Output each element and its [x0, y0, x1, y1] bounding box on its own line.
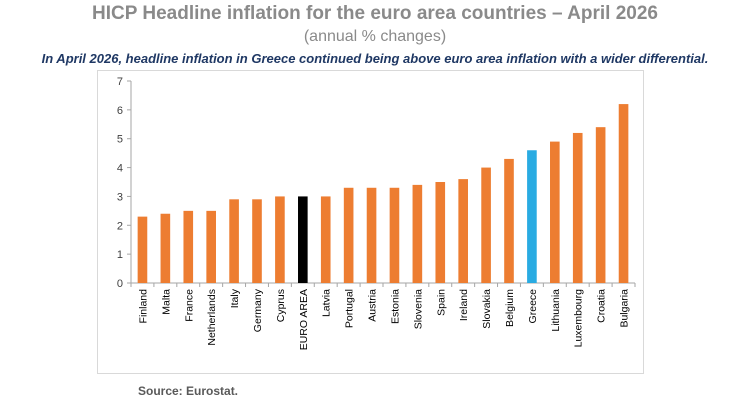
x-tick-label: Cyprus	[275, 289, 287, 322]
chart-frame: 0 1 2 3 4 5 6 7 Finland Malta France Netherlands Ita…	[97, 70, 644, 374]
bar-chart: 0 1 2 3 4 5 6 7 Finland Malta France Netherlands Ita…	[117, 76, 636, 350]
x-tick-label: Germany	[252, 288, 264, 332]
x-tick-label: Belgium	[504, 289, 516, 327]
bar-germany	[252, 199, 262, 283]
bar-bulgaria	[618, 104, 629, 283]
chart-title: HICP Headline inflation for the euro are…	[92, 3, 658, 24]
y-tick-label: 0	[117, 278, 123, 290]
y-tick-label: 6	[117, 105, 123, 117]
x-tick-label: Italy	[229, 288, 241, 308]
source-note: Source: Eurostat.	[138, 384, 239, 398]
bar-cyprus	[275, 196, 285, 283]
bar-euro-area	[298, 196, 308, 283]
x-tick-label: Malta	[160, 289, 172, 315]
bar-france	[183, 210, 194, 283]
bar-italy	[229, 199, 239, 283]
bar-finland	[137, 216, 148, 283]
bar-ireland	[458, 179, 468, 283]
x-tick-label: Latvia	[321, 289, 333, 317]
bar-spain	[435, 182, 446, 283]
bar-latvia	[320, 196, 331, 283]
x-tick-label: Slovenia	[412, 289, 424, 329]
bar-slovakia	[481, 167, 491, 283]
x-tick-label: Lithuania	[550, 289, 562, 332]
bar-belgium	[504, 158, 514, 283]
chart-subtitle: (annual % changes)	[303, 28, 447, 45]
y-tick-label: 3	[117, 191, 123, 203]
x-tick-label: Netherlands	[206, 289, 218, 346]
x-tick-label: Croatia	[596, 289, 608, 323]
x-tick-label: Spain	[435, 289, 447, 316]
x-tick-label: Ireland	[458, 289, 470, 321]
y-tick-label: 1	[117, 249, 123, 261]
bar-slovenia	[412, 184, 423, 283]
bar-austria	[366, 187, 377, 283]
x-tick-label: Portugal	[344, 289, 356, 328]
x-tick-label: Austria	[367, 289, 379, 322]
bar-estonia	[389, 187, 400, 283]
bar-croatia	[595, 127, 606, 283]
x-tick-label: Slovakia	[481, 289, 493, 329]
x-tick-label: Greece	[527, 289, 539, 324]
x-tick-label: Bulgaria	[619, 289, 631, 328]
x-tick-label: EURO AREA	[298, 289, 310, 350]
bar-luxembourg	[572, 132, 583, 283]
bar-portugal	[343, 187, 354, 283]
y-tick-label: 4	[117, 163, 123, 175]
bar-netherlands	[206, 210, 216, 283]
y-tick-label: 5	[117, 134, 123, 146]
x-tick-label: Luxembourg	[573, 289, 585, 348]
bar-lithuania	[550, 141, 560, 283]
x-tick-label: France	[183, 289, 195, 322]
x-tick-label: Finland	[137, 289, 149, 324]
headline-note: In April 2026, headline inflation in Gre…	[41, 51, 709, 66]
y-tick-label: 7	[117, 76, 123, 88]
bar-malta	[160, 213, 171, 283]
y-tick-label: 2	[117, 220, 123, 232]
x-tick-label: Estonia	[389, 289, 401, 324]
bar-greece	[527, 150, 537, 283]
